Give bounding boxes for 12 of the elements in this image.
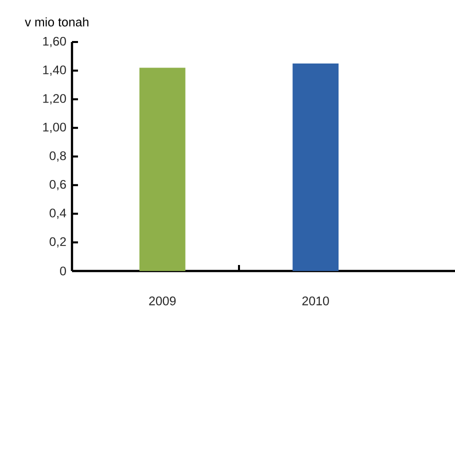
y-axis-title: v mio tonah	[24, 17, 88, 26]
y-tick-label: 0,8	[50, 151, 66, 162]
x-tick-label: 2010	[302, 296, 329, 306]
y-tick-label: 1,60	[43, 36, 66, 48]
y-tick-label: 1,00	[43, 122, 66, 134]
y-tick-label: 1,20	[43, 94, 66, 104]
x-tick-label: 2009	[149, 296, 176, 306]
y-tick-label: 0	[60, 266, 66, 276]
y-tick-label: 0,6	[50, 180, 66, 190]
y-tick-label: 1,40	[43, 65, 66, 76]
y-tick-label: 0,4	[50, 208, 66, 219]
y-tick-label: 0,2	[50, 237, 66, 248]
